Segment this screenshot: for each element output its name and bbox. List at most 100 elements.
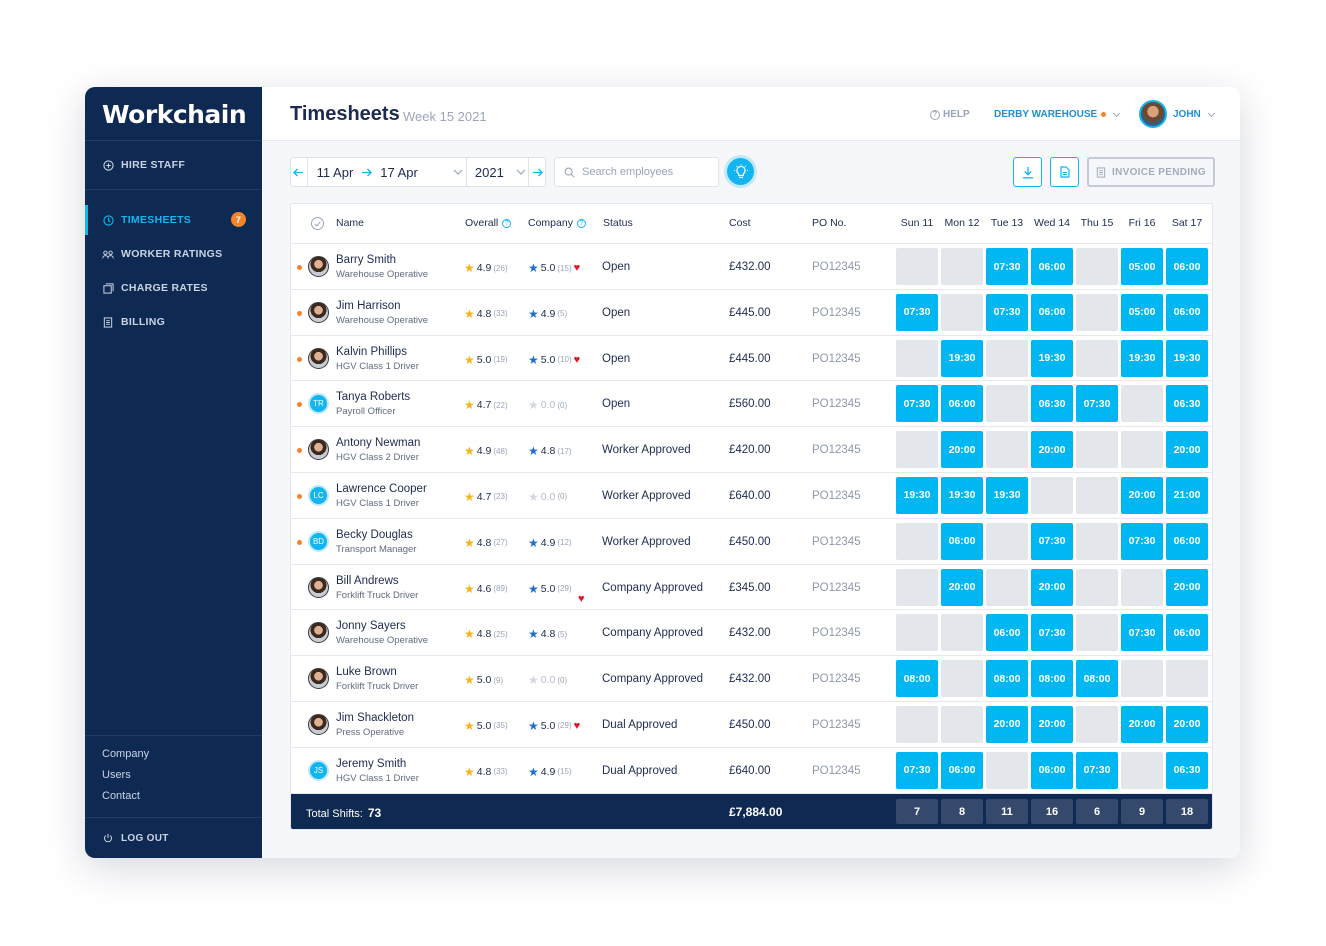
download-button[interactable] — [1013, 157, 1042, 187]
hire-staff-button[interactable]: HIRE STAFF — [102, 159, 262, 171]
shift-cell[interactable] — [1121, 751, 1163, 789]
table-row[interactable]: Kalvin Phillips HGV Class 1 Driver ★ 5.0 (19… — [291, 336, 1212, 382]
shift-cell[interactable] — [896, 248, 938, 285]
shift-cell[interactable] — [1076, 431, 1118, 469]
shift-cell[interactable] — [941, 660, 983, 698]
next-week-button[interactable] — [528, 158, 545, 186]
shift-cell[interactable]: 07:30 — [1031, 522, 1073, 560]
shift-cell[interactable]: 06:00 — [1166, 614, 1208, 652]
table-row[interactable]: JS Jeremy Smith HGV Class 1 Driver ★ 4.8 (33)… — [291, 748, 1212, 794]
shift-cell[interactable]: 20:00 — [1166, 431, 1208, 469]
shift-cell[interactable]: 19:30 — [941, 476, 983, 514]
shift-cell[interactable] — [896, 522, 938, 560]
sidebar-item-billing[interactable]: BILLING — [85, 305, 262, 339]
table-row[interactable]: TR Tanya Roberts Payroll Officer ★ 4.7 (22) ★ 0… — [291, 381, 1212, 428]
search-input[interactable] — [582, 166, 712, 178]
shift-cell[interactable] — [896, 339, 938, 377]
shift-cell[interactable]: 19:30 — [1166, 339, 1208, 377]
shift-cell[interactable]: 20:00 — [941, 431, 983, 469]
shift-cell[interactable]: 08:00 — [986, 660, 1028, 698]
shift-cell[interactable]: 06:00 — [1166, 248, 1208, 285]
employee-name[interactable]: Jim Shackleton — [336, 711, 414, 724]
shift-cell[interactable]: 07:30 — [1076, 751, 1118, 789]
shift-cell[interactable]: 06:00 — [941, 751, 983, 789]
shift-cell[interactable]: 07:30 — [896, 751, 938, 789]
footer-link-company[interactable]: Company — [102, 748, 150, 760]
table-row[interactable]: Jim Harrison Warehouse Operative ★ 4.8 (33) ★… — [291, 290, 1212, 336]
employee-name[interactable]: Barry Smith — [336, 254, 397, 266]
shift-cell[interactable] — [986, 385, 1028, 423]
shift-cell[interactable] — [1076, 568, 1118, 606]
column-header-status[interactable]: Status — [603, 217, 633, 229]
shift-cell[interactable] — [986, 751, 1028, 789]
footer-link-users[interactable]: Users — [102, 769, 131, 781]
column-header-overall[interactable]: Overall? — [465, 217, 512, 229]
site-selector[interactable]: DERBY WAREHOUSE — [994, 109, 1121, 120]
shift-cell[interactable]: 19:30 — [1121, 339, 1163, 377]
shift-cell[interactable]: 21:00 — [1166, 476, 1208, 514]
employee-name[interactable]: Bill Andrews — [336, 574, 399, 587]
shift-cell[interactable] — [896, 705, 938, 743]
shift-cell[interactable]: 20:00 — [1031, 431, 1073, 469]
shift-cell[interactable] — [896, 614, 938, 652]
shift-cell[interactable]: 07:30 — [1076, 385, 1118, 423]
shift-cell[interactable] — [1121, 385, 1163, 423]
previous-week-button[interactable] — [291, 158, 308, 186]
shift-cell[interactable]: 07:30 — [896, 385, 938, 423]
shift-cell[interactable]: 19:30 — [986, 476, 1028, 514]
shift-cell[interactable]: 08:00 — [1031, 660, 1073, 698]
employee-name[interactable]: Becky Douglas — [336, 528, 413, 541]
shift-cell[interactable]: 07:30 — [986, 293, 1028, 331]
shift-cell[interactable] — [986, 522, 1028, 560]
shift-cell[interactable]: 06:00 — [1166, 522, 1208, 560]
shift-cell[interactable]: 06:00 — [941, 522, 983, 560]
shift-cell[interactable] — [1121, 568, 1163, 606]
shift-cell[interactable]: 06:00 — [986, 614, 1028, 652]
table-row[interactable]: Antony Newman HGV Class 2 Driver ★ 4.9 (48) ★… — [291, 427, 1212, 473]
footer-link-contact[interactable]: Contact — [102, 790, 140, 802]
select-all-checkbox[interactable] — [311, 217, 324, 230]
column-header-po[interactable]: PO No. — [812, 217, 847, 229]
table-row[interactable]: Bill Andrews Forklift Truck Driver ★ 4.6 (89… — [291, 565, 1212, 611]
user-menu[interactable]: JOHN — [1173, 109, 1215, 120]
shift-cell[interactable]: 20:00 — [941, 568, 983, 606]
shift-cell[interactable]: 20:00 — [1031, 705, 1073, 743]
shift-cell[interactable]: 06:00 — [1166, 293, 1208, 331]
employee-name[interactable]: Jeremy Smith — [336, 757, 407, 770]
employee-name[interactable]: Antony Newman — [336, 437, 421, 450]
shift-cell[interactable] — [986, 431, 1028, 469]
shift-cell[interactable] — [941, 705, 983, 743]
column-header-company[interactable]: Company? — [528, 217, 586, 229]
shift-cell[interactable] — [896, 568, 938, 606]
table-row[interactable]: LC Lawrence Cooper HGV Class 1 Driver ★ 4.7(… — [291, 473, 1212, 519]
avatar[interactable] — [1139, 100, 1167, 128]
chevron-down-icon[interactable] — [449, 169, 466, 175]
table-row[interactable]: Jonny Sayers Warehouse Operative ★ 4.8 (25) ★… — [291, 610, 1212, 657]
shift-cell[interactable] — [1076, 614, 1118, 652]
shift-cell[interactable]: 06:30 — [1166, 751, 1208, 789]
shift-cell[interactable] — [1076, 522, 1118, 560]
logout-button[interactable]: LOG OUT — [102, 832, 262, 844]
employee-name[interactable]: Jim Harrison — [336, 299, 401, 312]
shift-cell[interactable]: 08:00 — [1076, 660, 1118, 698]
shift-cell[interactable] — [941, 248, 983, 285]
sidebar-item-worker-ratings[interactable]: WORKER RATINGS — [85, 237, 262, 271]
table-row[interactable]: Jim Shackleton Press Operative ★ 5.0 (35) ★ 5.… — [291, 702, 1212, 748]
employee-name[interactable]: Luke Brown — [336, 666, 397, 679]
shift-cell[interactable] — [1076, 293, 1118, 331]
column-header-cost[interactable]: Cost — [729, 217, 751, 229]
shift-cell[interactable]: 08:00 — [896, 660, 938, 698]
shift-cell[interactable] — [1076, 705, 1118, 743]
shift-cell[interactable]: 20:00 — [1166, 568, 1208, 606]
sidebar-item-charge-rates[interactable]: CHARGE RATES — [85, 271, 262, 305]
shift-cell[interactable]: 06:00 — [1031, 248, 1073, 285]
shift-cell[interactable]: 19:30 — [941, 339, 983, 377]
shift-cell[interactable]: 07:30 — [1121, 614, 1163, 652]
year-select[interactable]: 2021 — [465, 158, 528, 186]
shift-cell[interactable]: 19:30 — [896, 476, 938, 514]
shift-cell[interactable] — [896, 431, 938, 469]
shift-cell[interactable]: 05:00 — [1121, 248, 1163, 285]
table-row[interactable]: BD Becky Douglas Transport Manager ★ 4.8 (27)… — [291, 519, 1212, 565]
shift-cell[interactable] — [1166, 660, 1208, 698]
shift-cell[interactable]: 07:30 — [986, 248, 1028, 285]
